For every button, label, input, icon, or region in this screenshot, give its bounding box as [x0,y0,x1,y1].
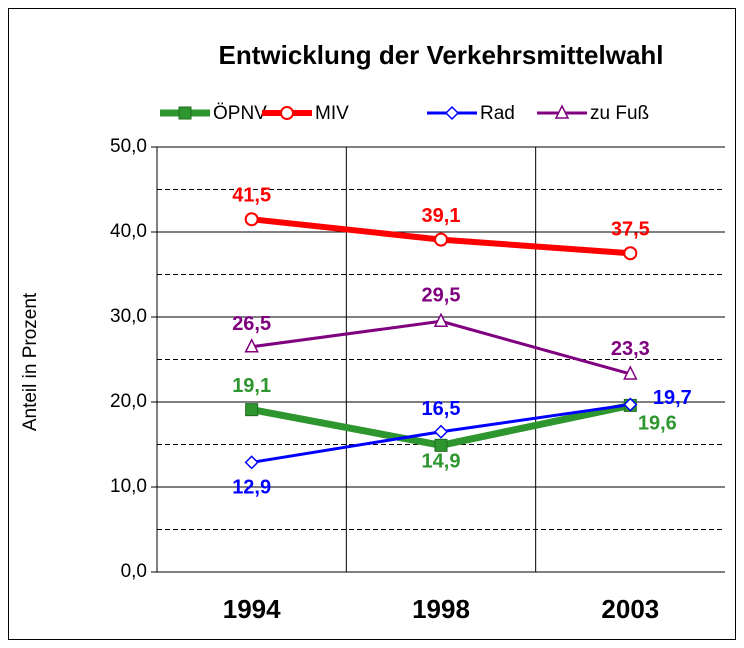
legend-marker [280,106,294,120]
data-point [433,424,449,439]
chart-frame [8,8,736,640]
legend-label: MIV [315,103,349,124]
data-label: 19,6 [638,413,677,435]
legend-label: ÖPNV [213,103,267,124]
data-point [434,438,448,452]
data-label: 29,5 [422,285,461,307]
y-tick-label: 10,0 [110,476,147,497]
legend-marker [554,104,570,119]
y-tick-label: 40,0 [110,221,147,242]
data-label: 41,5 [232,185,271,207]
data-label: 39,1 [422,205,461,227]
x-tick-label: 2003 [601,594,659,624]
chart-title: Entwicklung der Verkehrsmittelwahl [218,40,663,70]
legend-label: zu Fuß [590,103,649,124]
x-tick-label: 1994 [223,594,281,624]
y-tick-label: 0,0 [121,561,147,582]
data-label: 37,5 [611,219,650,241]
data-label: 26,5 [232,313,271,335]
data-point [434,232,448,247]
data-point [623,365,638,380]
y-tick-label: 30,0 [110,306,147,327]
x-tick-label: 1998 [412,594,470,624]
y-tick-label: 50,0 [110,136,147,157]
y-axis-title: Anteil in Prozent [20,292,41,431]
data-point [623,397,638,412]
data-point [245,403,259,417]
legend-marker [178,106,192,120]
data-point [244,212,259,227]
data-point [433,312,449,327]
data-label: 14,9 [422,451,461,473]
data-label: 19,1 [232,375,271,397]
data-point [623,246,638,261]
legend-marker [444,105,460,121]
legend-label: Rad [480,103,515,124]
data-label: 16,5 [422,398,461,420]
data-label: 23,3 [611,338,650,360]
y-tick-label: 20,0 [110,391,147,412]
data-label: 12,9 [232,477,271,499]
data-point [244,338,259,353]
data-label: 19,7 [653,387,692,409]
data-point [244,455,259,470]
